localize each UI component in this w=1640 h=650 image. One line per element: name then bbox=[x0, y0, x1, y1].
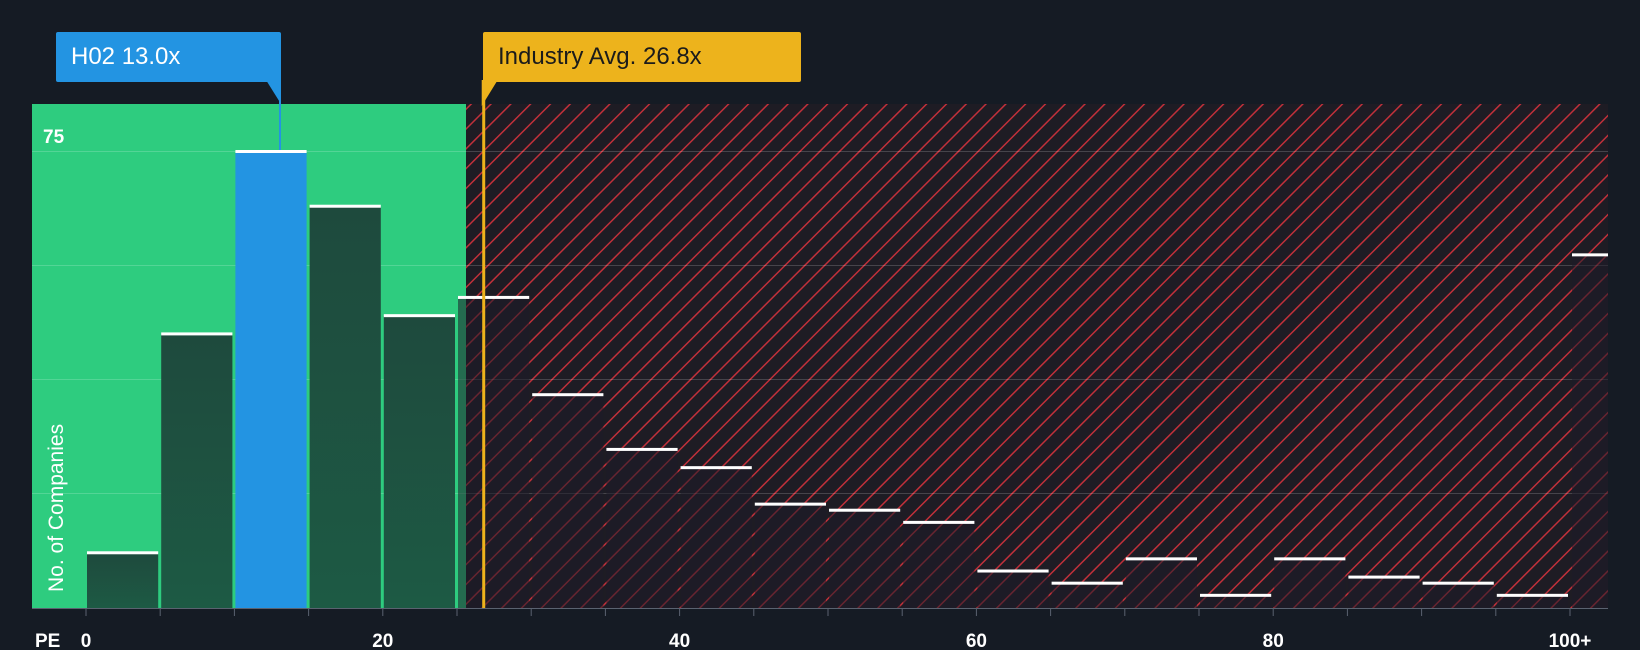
histogram-bar bbox=[829, 510, 901, 608]
bar-cap bbox=[754, 502, 826, 506]
x-tick-label: 80 bbox=[1263, 631, 1284, 650]
bar-cap bbox=[977, 569, 1049, 573]
histogram-bar bbox=[1274, 559, 1346, 608]
histogram-bar bbox=[903, 522, 975, 608]
bar-cap bbox=[309, 204, 381, 208]
histogram-bar bbox=[1125, 559, 1197, 608]
histogram-bar bbox=[606, 449, 678, 608]
bar-cap bbox=[87, 551, 159, 555]
y-axis-label: No. of Companies bbox=[45, 424, 68, 592]
bar-cap bbox=[532, 393, 604, 397]
histogram-bar bbox=[754, 504, 826, 608]
histogram-bar bbox=[1422, 583, 1494, 608]
bar-cap bbox=[1125, 557, 1197, 561]
company-pe-callout: H02 13.0x bbox=[56, 32, 281, 82]
histogram-bar bbox=[680, 468, 752, 608]
bar-cap bbox=[235, 150, 307, 153]
bar-caps bbox=[87, 150, 1608, 597]
bar-cap bbox=[680, 466, 752, 470]
histogram-bar bbox=[1348, 577, 1420, 608]
x-tick-label: 40 bbox=[669, 631, 690, 650]
x-axis-label: PE bbox=[35, 631, 60, 650]
industry-callout-pointer bbox=[481, 80, 498, 106]
bar-cap bbox=[161, 332, 233, 336]
histogram-bar bbox=[977, 571, 1049, 608]
industry-avg-callout: Industry Avg. 26.8x bbox=[483, 32, 801, 82]
bar-cap bbox=[903, 520, 975, 524]
bar-cap bbox=[1348, 575, 1420, 579]
histogram-bar bbox=[1200, 595, 1272, 608]
bar-cap bbox=[458, 295, 530, 299]
company-callout-pointer bbox=[266, 80, 281, 104]
x-tick-label: 0 bbox=[81, 631, 92, 650]
bar-cap bbox=[606, 447, 678, 451]
histogram-bar bbox=[161, 334, 233, 608]
x-tick-label: 100+ bbox=[1549, 631, 1592, 650]
histogram-bar bbox=[87, 553, 159, 608]
histogram-bar bbox=[532, 395, 604, 608]
bar-cap bbox=[1274, 557, 1346, 561]
bar-cap bbox=[1051, 581, 1123, 585]
histogram-bar bbox=[1051, 583, 1123, 608]
bar-cap bbox=[1200, 593, 1272, 597]
bar-cap bbox=[1422, 581, 1494, 585]
histogram-bar bbox=[309, 206, 381, 608]
histogram-bar bbox=[458, 297, 530, 608]
x-ticks: 0 20 40 60 80 100+ bbox=[81, 608, 1592, 650]
histogram-bar bbox=[1496, 595, 1568, 608]
bar-cap bbox=[1496, 593, 1568, 597]
histogram-bar bbox=[1572, 255, 1608, 609]
x-tick-label: 60 bbox=[966, 631, 987, 650]
x-tick-label: 20 bbox=[372, 631, 393, 650]
bar-cap bbox=[1572, 253, 1608, 257]
bar-cap bbox=[383, 314, 455, 318]
bars bbox=[87, 152, 1608, 609]
bar-cap bbox=[829, 508, 901, 512]
histogram-bar bbox=[235, 152, 307, 608]
y-tick-label: 75 bbox=[43, 127, 65, 148]
histogram-bar bbox=[383, 316, 455, 608]
